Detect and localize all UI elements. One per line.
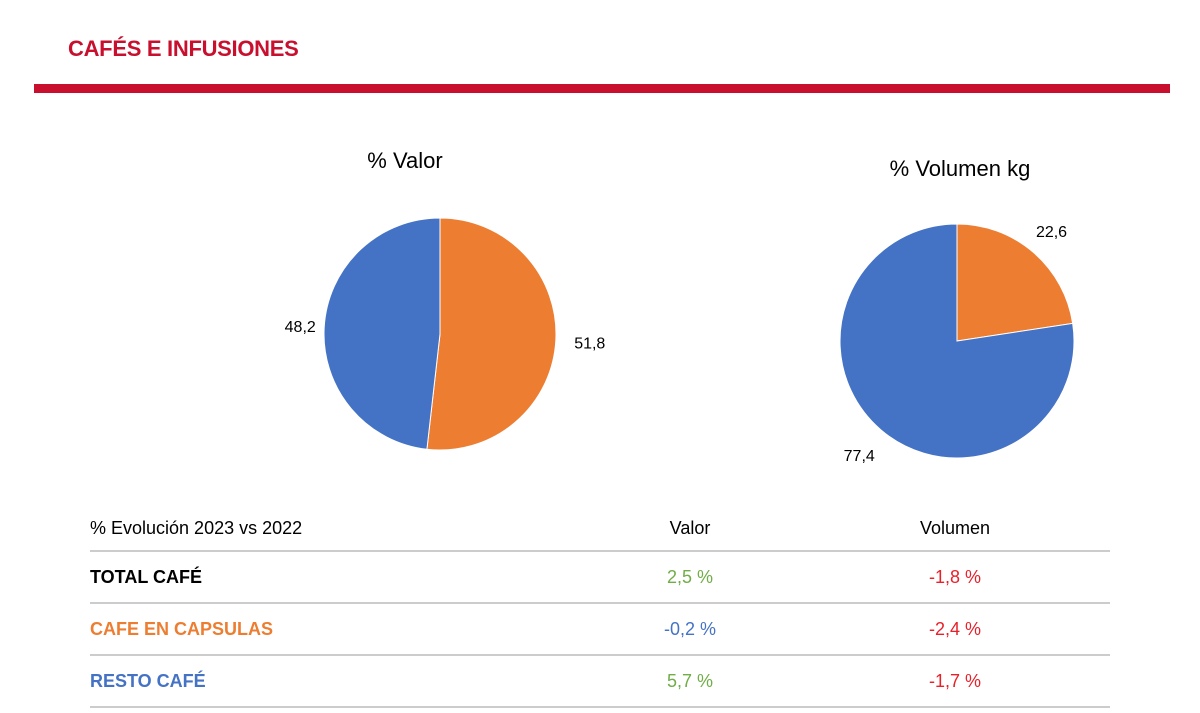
table-row: CAFE EN CAPSULAS -0,2 % -2,4 %: [90, 604, 1110, 656]
page-title: CAFÉS E INFUSIONES: [68, 36, 299, 61]
row-label: CAFE EN CAPSULAS: [90, 618, 274, 639]
chart-title: % Valor: [367, 148, 442, 173]
row-valor: -0,2 %: [663, 618, 717, 639]
row-label: TOTAL CAFÉ: [90, 566, 202, 587]
pie-slice: [839, 223, 1075, 459]
row-valor: 5,7 %: [666, 670, 714, 691]
row-label: RESTO CAFÉ: [90, 670, 206, 691]
evolution-table: % Evolución 2023 vs 2022 Valor Volumen T…: [90, 506, 1110, 708]
pie-slice: [956, 223, 1074, 342]
title-divider: [34, 84, 1170, 93]
pie-charts: % Valor 51,8 48,2 % Volumen kg 22,6 77,4: [285, 148, 1075, 465]
row-valor: 2,5 %: [666, 566, 714, 587]
row-volumen: -1,7 %: [928, 670, 982, 691]
table-header-row: % Evolución 2023 vs 2022 Valor Volumen: [90, 506, 1110, 552]
column-header-valor: Valor: [669, 517, 711, 538]
data-label: 48,2: [285, 319, 316, 336]
pie-slice: [426, 217, 557, 451]
data-label: 77,4: [844, 448, 875, 465]
row-volumen: -2,4 %: [928, 618, 982, 639]
column-header-volumen: Volumen: [919, 517, 991, 538]
table-row: RESTO CAFÉ 5,7 % -1,7 %: [90, 656, 1110, 708]
pie-slice: [323, 217, 441, 450]
column-header-label: % Evolución 2023 vs 2022: [90, 517, 303, 538]
chart-title: % Volumen kg: [890, 156, 1031, 181]
row-volumen: -1,8 %: [928, 566, 982, 587]
table-row: TOTAL CAFÉ 2,5 % -1,8 %: [90, 552, 1110, 604]
data-label: 51,8: [574, 335, 605, 352]
data-label: 22,6: [1036, 224, 1067, 241]
